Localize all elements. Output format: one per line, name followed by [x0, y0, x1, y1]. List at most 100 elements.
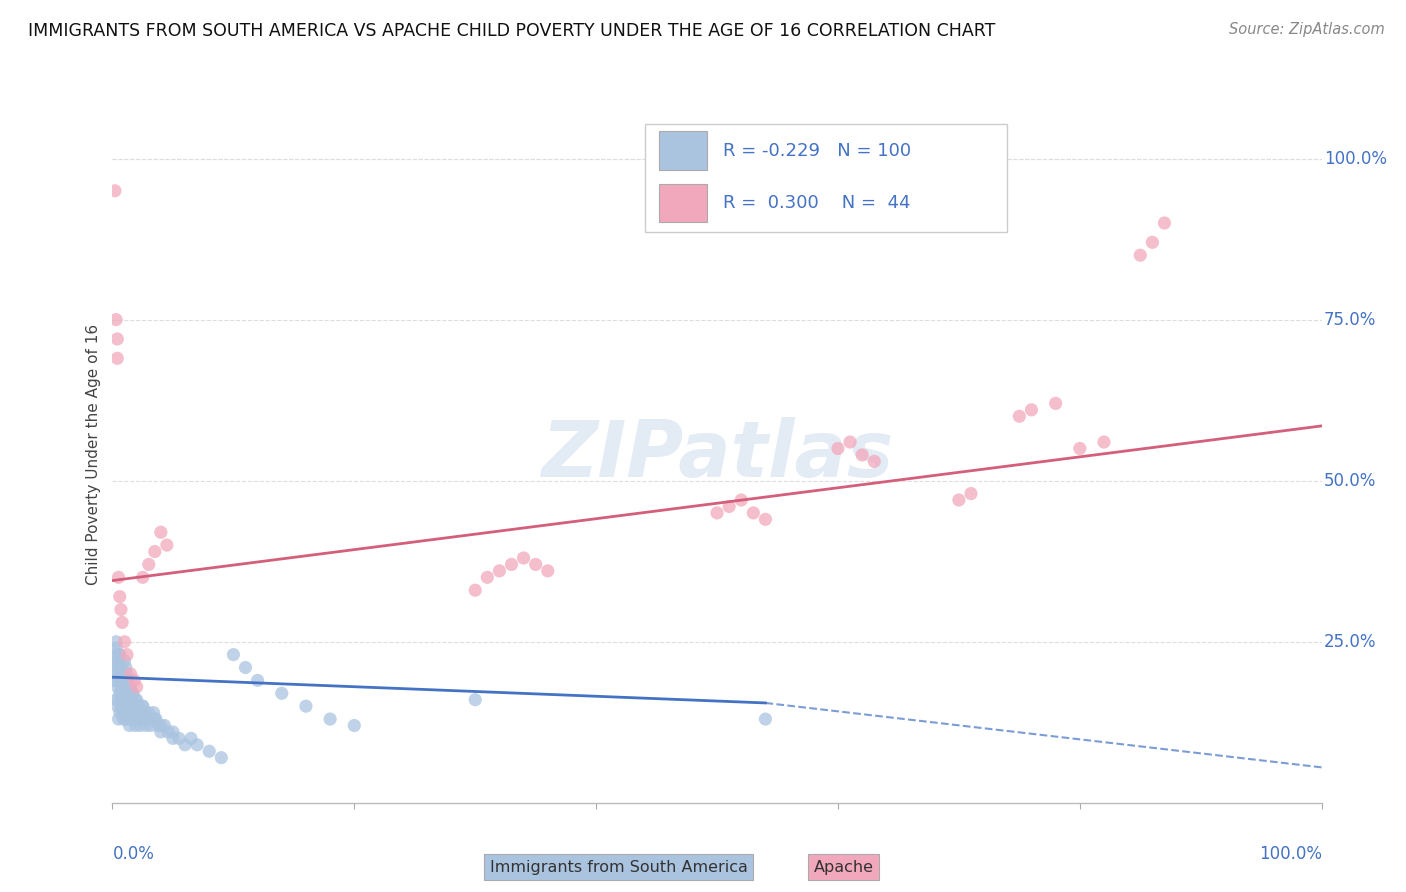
Point — [960, 486, 983, 500]
Point — [153, 718, 176, 732]
Point — [127, 699, 149, 714]
Point — [125, 692, 148, 706]
Point — [115, 686, 138, 700]
Point — [112, 692, 135, 706]
Point — [235, 660, 257, 674]
Point — [1021, 402, 1043, 417]
Text: Source: ZipAtlas.com: Source: ZipAtlas.com — [1229, 22, 1385, 37]
Point — [111, 667, 134, 681]
Point — [107, 692, 129, 706]
Point — [114, 686, 136, 700]
Text: 50.0%: 50.0% — [1324, 472, 1376, 490]
Point — [131, 706, 153, 720]
Point — [110, 660, 132, 674]
Text: 75.0%: 75.0% — [1324, 310, 1376, 328]
Point — [111, 673, 134, 688]
Point — [105, 641, 128, 656]
Point — [222, 648, 245, 662]
Point — [186, 738, 208, 752]
Point — [129, 718, 152, 732]
Point — [1129, 248, 1152, 262]
Point — [112, 680, 135, 694]
Point — [718, 500, 741, 514]
Point — [114, 706, 136, 720]
Point — [105, 351, 128, 366]
Point — [706, 506, 728, 520]
Point — [110, 667, 132, 681]
Point — [111, 615, 134, 630]
Point — [148, 718, 170, 732]
Point — [295, 699, 318, 714]
Point — [132, 699, 155, 714]
Point — [117, 680, 139, 694]
Point — [948, 493, 970, 508]
Point — [107, 570, 129, 584]
Point — [115, 667, 138, 681]
Text: ZIPatlas: ZIPatlas — [541, 417, 893, 493]
Point — [110, 680, 132, 694]
Text: Apache: Apache — [814, 860, 873, 874]
Point — [132, 570, 155, 584]
Point — [135, 718, 157, 732]
Point — [512, 551, 534, 566]
Text: 0.0%: 0.0% — [112, 845, 155, 863]
Point — [246, 673, 269, 688]
Point — [120, 712, 142, 726]
Point — [114, 654, 136, 668]
Point — [111, 686, 134, 700]
Text: 100.0%: 100.0% — [1258, 845, 1322, 863]
Point — [488, 564, 510, 578]
Point — [198, 744, 221, 758]
Point — [114, 673, 136, 688]
Point — [114, 660, 136, 674]
Point — [124, 718, 146, 732]
Point — [122, 686, 145, 700]
Point — [115, 706, 138, 720]
Text: Immigrants from South America: Immigrants from South America — [489, 860, 748, 874]
Point — [108, 706, 131, 720]
Point — [156, 538, 179, 552]
Point — [167, 731, 190, 746]
Point — [537, 564, 560, 578]
Point — [105, 667, 128, 681]
Point — [125, 680, 148, 694]
Point — [104, 660, 127, 674]
Text: 25.0%: 25.0% — [1324, 632, 1376, 651]
Point — [105, 634, 128, 648]
Point — [138, 706, 160, 720]
Point — [115, 648, 138, 662]
Point — [1045, 396, 1067, 410]
Y-axis label: Child Poverty Under the Age of 16: Child Poverty Under the Age of 16 — [86, 325, 101, 585]
Point — [209, 750, 232, 764]
Point — [132, 699, 155, 714]
Point — [108, 648, 131, 662]
Point — [132, 712, 155, 726]
Point — [141, 718, 163, 732]
Point — [149, 718, 172, 732]
Point — [118, 718, 141, 732]
Point — [343, 718, 366, 732]
Point — [105, 699, 128, 714]
Point — [114, 692, 136, 706]
Point — [105, 692, 128, 706]
Point — [114, 634, 136, 648]
Point — [1153, 216, 1175, 230]
Point — [120, 667, 142, 681]
Point — [138, 712, 160, 726]
Point — [1092, 435, 1115, 450]
Point — [754, 512, 776, 526]
Point — [104, 648, 127, 662]
Point — [103, 673, 125, 688]
Point — [851, 448, 873, 462]
Text: 100.0%: 100.0% — [1324, 150, 1388, 168]
Point — [524, 558, 547, 572]
Point — [125, 699, 148, 714]
Text: R = -0.229   N = 100: R = -0.229 N = 100 — [723, 142, 911, 160]
Point — [105, 332, 128, 346]
Point — [112, 667, 135, 681]
Point — [121, 712, 143, 726]
Point — [1142, 235, 1164, 250]
Point — [143, 712, 166, 726]
Point — [107, 673, 129, 688]
Point — [157, 725, 180, 739]
